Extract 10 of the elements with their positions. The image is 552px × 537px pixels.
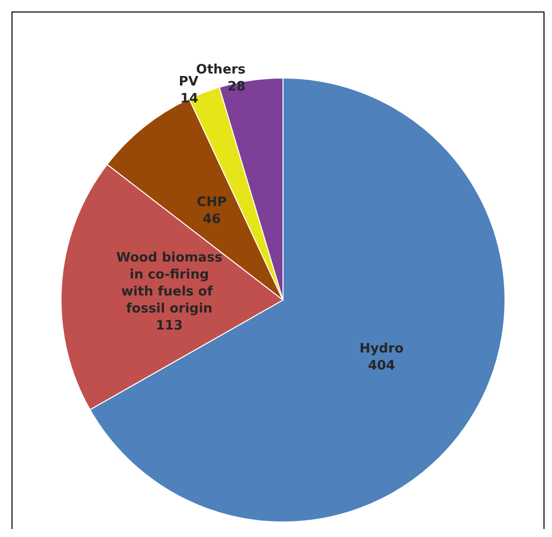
slice-label: Others bbox=[196, 62, 246, 78]
slice-label: PV bbox=[178, 74, 198, 90]
data-label: 28 bbox=[227, 79, 246, 94]
slice-label: CHP bbox=[196, 195, 227, 210]
slice-label: Wood biomass in co-firing with fuels of fossil origin bbox=[116, 250, 223, 317]
data-label: 14 bbox=[180, 92, 198, 107]
data-label: 46 bbox=[202, 212, 221, 228]
slice-label: Hydro bbox=[360, 341, 404, 356]
data-label: 404 bbox=[368, 358, 396, 374]
data-label: 113 bbox=[156, 318, 183, 334]
